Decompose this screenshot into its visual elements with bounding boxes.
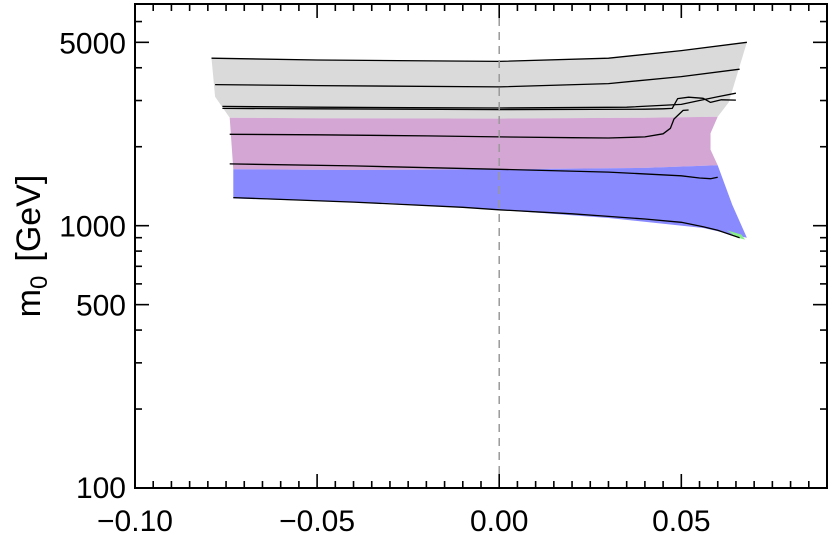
y-axis-subscript: 0	[26, 276, 53, 289]
region-pink	[229, 116, 718, 170]
y-tick-label: 500	[76, 290, 126, 323]
contour-line-5	[229, 109, 689, 139]
y-axis-title: m0 [GeV]	[10, 175, 53, 318]
contour-line-2	[215, 68, 740, 88]
contour-line-7	[233, 196, 740, 239]
y-tick-label: 1000	[59, 211, 126, 244]
x-tick-label: −0.10	[97, 505, 173, 535]
filled-regions	[211, 42, 747, 240]
x-tick-labels: −0.10 −0.05 0.00 0.05	[97, 505, 710, 535]
x-tick-label: −0.05	[279, 505, 355, 535]
contour-lines	[211, 41, 747, 239]
contour-line-6	[229, 163, 718, 180]
x-tick-label: 0.00	[470, 505, 528, 535]
contour-line-1	[211, 41, 747, 63]
y-axis-unit: [GeV]	[10, 175, 48, 262]
contour-line-3	[222, 92, 737, 109]
plot-frame	[134, 3, 828, 489]
y-tick-labels: 100 500 1000 5000	[59, 27, 126, 505]
y-axis-symbol: m	[10, 289, 48, 317]
y-tick-label: 100	[76, 472, 126, 505]
region-blue	[233, 165, 747, 238]
region-gray	[211, 42, 747, 119]
x-tick-label: 0.05	[652, 505, 710, 535]
region-green	[726, 230, 746, 240]
contour-line-4	[222, 96, 736, 111]
y-tick-label: 5000	[59, 27, 126, 60]
